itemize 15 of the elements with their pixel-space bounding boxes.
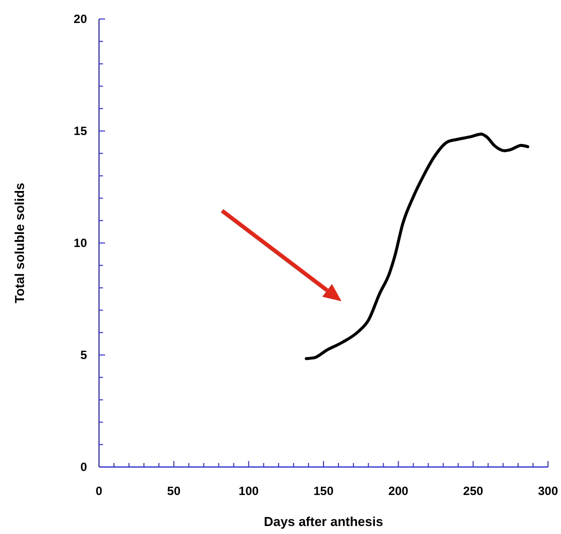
x-tick-label: 100	[238, 484, 259, 498]
x-tick-label: 200	[388, 484, 409, 498]
x-axis-title: Days after anthesis	[264, 514, 384, 529]
x-tick-label: 0	[96, 484, 103, 498]
x-tick-label: 50	[167, 484, 181, 498]
line-series	[304, 132, 530, 360]
x-tick-label: 300	[538, 484, 558, 498]
y-tick-label: 10	[74, 236, 88, 250]
y-axis-title: Total soluble solids	[12, 182, 27, 304]
y-tick-label: 5	[80, 348, 88, 362]
y-tick-label: 15	[74, 124, 88, 138]
y-tick-label: 20	[74, 12, 88, 26]
y-tick-label: 0	[80, 460, 88, 474]
x-tick-label: 250	[463, 484, 484, 498]
x-tick-label: 150	[313, 484, 334, 498]
